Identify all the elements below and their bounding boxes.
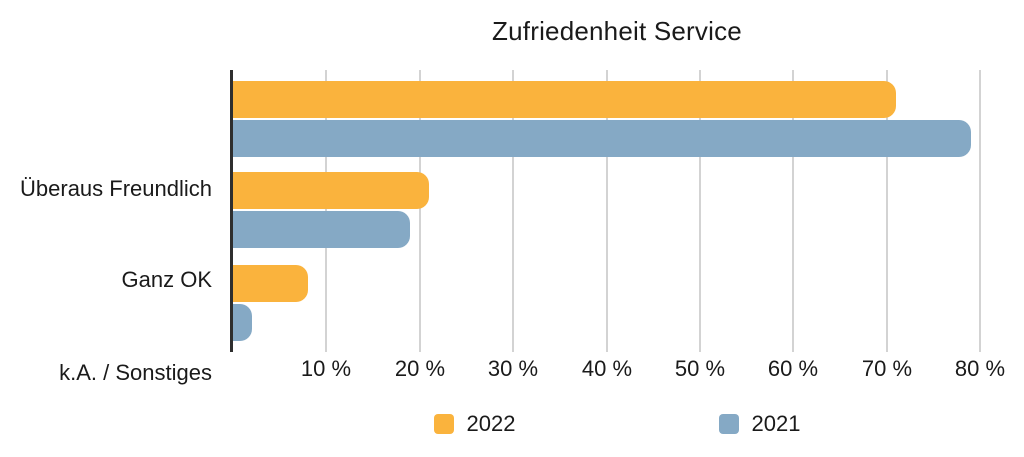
bar-2021-ganz-ok bbox=[233, 211, 410, 248]
bar-group-ueberaus-freundlich bbox=[233, 81, 1001, 157]
legend: 2022 2021 bbox=[233, 411, 1001, 437]
legend-label-2021: 2021 bbox=[751, 411, 801, 436]
gridline-60 bbox=[792, 70, 794, 352]
legend-item-2021: 2021 bbox=[718, 411, 801, 437]
bar-2022-ueberaus-freundlich bbox=[233, 81, 896, 118]
x-tick-label-20: 20 % bbox=[394, 356, 446, 381]
x-axis-tick-labels: 10 % 20 % 30 % 40 % 50 % 60 % 70 % 80 % bbox=[233, 356, 1005, 382]
chart-title: Zufriedenheit Service bbox=[492, 16, 742, 46]
bar-2021-ka-sonstiges bbox=[233, 304, 252, 341]
x-tick-label-30: 30 % bbox=[487, 356, 539, 381]
category-label-ganz-ok: Ganz OK bbox=[121, 267, 212, 292]
y-axis-line bbox=[230, 70, 233, 352]
category-labels: Überaus Freundlich Ganz OK k.A. / Sonsti… bbox=[0, 70, 212, 385]
bar-group-ka-sonstiges bbox=[233, 265, 1001, 341]
gridline-20 bbox=[419, 70, 421, 352]
x-tick-label-70: 70 % bbox=[861, 356, 913, 381]
category-label-ka-sonstiges: k.A. / Sonstiges bbox=[59, 360, 212, 385]
bar-2022-ka-sonstiges bbox=[233, 265, 308, 302]
legend-swatch-2022 bbox=[433, 414, 454, 434]
x-tick-label-10: 10 % bbox=[300, 356, 352, 381]
bar-group-ganz-ok bbox=[233, 172, 1001, 248]
gridline-30 bbox=[512, 70, 514, 352]
legend-swatch-2021 bbox=[718, 414, 739, 434]
category-label-ueberaus-freundlich: Überaus Freundlich bbox=[20, 176, 212, 201]
gridline-40 bbox=[606, 70, 608, 352]
bar-2021-ueberaus-freundlich bbox=[233, 120, 971, 157]
legend-item-2022: 2022 bbox=[433, 411, 516, 437]
x-tick-label-80: 80 % bbox=[954, 356, 1006, 381]
gridline-80 bbox=[979, 70, 981, 352]
x-tick-label-60: 60 % bbox=[767, 356, 819, 381]
x-tick-label-50: 50 % bbox=[674, 356, 726, 381]
x-tick-label-40: 40 % bbox=[581, 356, 633, 381]
legend-label-2022: 2022 bbox=[466, 411, 516, 436]
gridline-50 bbox=[699, 70, 701, 352]
bar-2022-ganz-ok bbox=[233, 172, 429, 209]
plot-area bbox=[230, 70, 1001, 352]
gridline-70 bbox=[886, 70, 888, 352]
